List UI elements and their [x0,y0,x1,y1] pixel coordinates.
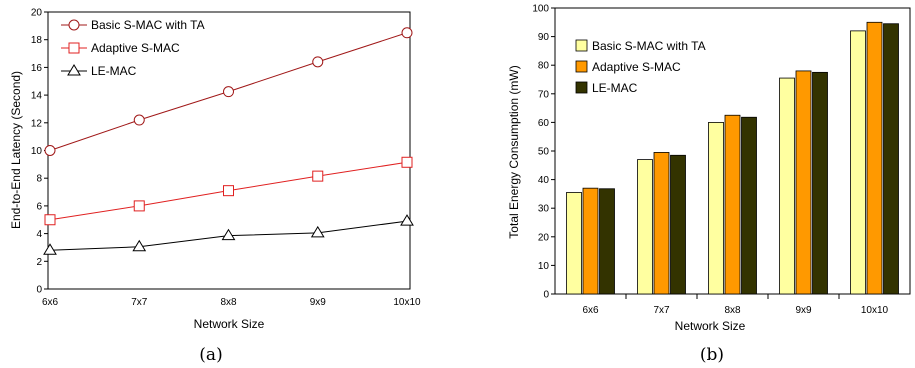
energy-legend-label: Adaptive S-MAC [592,60,681,74]
energy-x-tick-label: 7x7 [653,305,670,316]
latency-y-tick-label: 10 [31,146,43,157]
energy-x-axis-label: Network Size [675,319,746,333]
energy-legend-swatch [575,60,588,73]
latency-x-axis-label: Network Size [194,317,265,331]
energy-bar [866,21,883,295]
latency-y-tick-label: 14 [31,91,43,102]
energy-x-tick-label: 8x8 [724,305,741,316]
energy-y-tick-label: 30 [538,204,550,215]
latency-data-point [312,56,324,68]
energy-bar [582,187,599,295]
energy-bar [724,114,741,295]
energy-x-tick-label: 10x10 [861,305,889,316]
energy-y-tick-label: 40 [538,175,550,186]
latency-x-tick-label: 8x8 [220,297,237,308]
latency-data-point [223,86,234,98]
latency-data-point [221,228,236,241]
energy-legend-swatch [575,81,588,94]
latency-legend-label: Basic S-MAC with TA [91,18,205,32]
latency-data-point [400,214,414,226]
caption-a: (a) [199,345,222,365]
energy-y-tick-label: 80 [538,61,550,72]
latency-data-point [133,114,145,126]
latency-legend-marker [68,42,80,54]
energy-y-axis-label: Total Energy Consumption (mW) [507,65,521,238]
energy-legend-label: LE-MAC [592,81,638,95]
latency-y-tick-label: 8 [36,174,42,185]
energy-bar [812,71,828,295]
latency-data-point [312,170,324,182]
energy-series [599,23,899,295]
energy-y-tick-label: 100 [532,4,549,15]
energy-bar [708,122,724,295]
energy-x-tick-label: 6x6 [582,305,599,316]
energy-legend: Basic S-MAC with TA Adaptive S-MAC LE-MAC [575,39,706,95]
latency-y-axis-label: End-to-End Latency (Second) [9,71,23,229]
energy-y-tick-label: 60 [538,118,550,129]
energy-bar [883,23,899,295]
latency-y-tick-label: 18 [31,35,43,46]
energy-series [582,21,883,295]
latency-y-tick-label: 4 [36,229,42,240]
energy-y-tick-label: 70 [538,89,550,100]
latency-y-tick-label: 12 [31,118,43,129]
latency-x-tick-label: 10x10 [393,297,421,308]
caption-b: (b) [700,345,724,365]
latency-data-point [44,214,56,226]
energy-bar [670,154,686,295]
latency-legend-marker [68,19,80,31]
energy-y-tick-label: 90 [538,32,550,43]
energy-legend-swatch [575,39,588,52]
latency-y-tick-label: 6 [36,201,42,212]
latency-y-tick-label: 2 [36,257,42,268]
latency-legend-label: Adaptive S-MAC [91,41,180,55]
energy-legend-label: Basic S-MAC with TA [592,39,706,53]
energy-bar [599,188,615,295]
latency-data-point [310,225,325,238]
latency-y-tick-label: 20 [31,8,43,19]
energy-bar [850,30,866,295]
latency-data-point [44,145,56,156]
latency-chart: 0 2 4 6 8 10 12 14 16 18 20 6x6 7x7 8x8 9x9 10x10 Netw… [9,8,421,366]
latency-x-tick-label: 6x6 [42,297,59,308]
energy-bar [779,77,795,295]
latency-data-point [401,156,413,168]
latency-legend: Basic S-MAC with TA Adaptive S-MAC LE-MAC [61,18,205,78]
latency-data-point [132,239,147,252]
energy-y-tick-label: 0 [543,290,549,301]
latency-legend-label: LE-MAC [91,64,137,78]
latency-x-tick-label: 9x9 [310,297,327,308]
latency-data-point [43,243,57,255]
latency-y-tick-label: 16 [31,63,43,74]
energy-y-tick-label: 50 [538,147,550,158]
latency-data-point [401,27,413,39]
energy-bar [653,152,670,295]
energy-x-tick-label: 9x9 [795,305,812,316]
energy-bar [637,159,653,295]
energy-bar [795,70,812,295]
latency-legend-marker [67,64,81,76]
energy-series [566,30,866,295]
latency-data-point [133,200,145,212]
energy-chart: 0 10 20 30 40 50 60 70 80 90 100 6x6 7x7 8x8 9x9 10x10… [507,4,911,365]
energy-y-tick-label: 20 [538,232,550,243]
latency-series [44,27,413,156]
latency-series [44,156,413,226]
latency-data-point [223,185,234,197]
latency-series [43,214,414,255]
energy-y-tick-label: 10 [538,261,550,272]
energy-bar [741,116,757,295]
energy-bar [566,192,582,295]
latency-x-tick-label: 7x7 [131,297,148,308]
latency-y-tick-label: 0 [36,285,42,296]
